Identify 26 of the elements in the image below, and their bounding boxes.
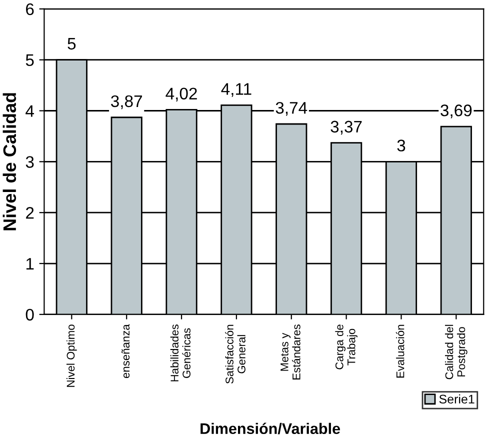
data-label: 3 <box>397 140 406 152</box>
y-axis-title: Nivel de Calidad <box>2 93 16 230</box>
x-tick-label: Nivel Optimo <box>66 324 77 387</box>
x-tick-label: enseñanza <box>121 324 130 378</box>
x-tick-label: Satisfacción General <box>225 324 246 384</box>
y-tick-label: 2 <box>26 206 34 219</box>
x-tick-label: Carga de Trabajo <box>335 324 358 370</box>
x-tick-label: Calidad del Postgrado <box>445 324 468 380</box>
y-tick-label: 4 <box>26 105 34 117</box>
y-tick-label: 6 <box>26 3 34 16</box>
y-tick-label: 5 <box>26 54 34 66</box>
y-tick-label: 3 <box>26 156 34 168</box>
data-label: 3,37 <box>330 120 362 135</box>
x-tick-label: Metas y Estándares <box>280 324 300 380</box>
data-label: 3,69 <box>440 104 472 118</box>
x-tick-label: Evaluación <box>396 324 404 378</box>
data-label: 5 <box>68 38 76 50</box>
data-label: 3,74 <box>276 102 308 116</box>
data-label: 4,11 <box>221 83 252 97</box>
data-label: 4,02 <box>166 88 197 102</box>
x-axis-title: Dimensión/Variable <box>200 422 340 434</box>
y-tick-label: 0 <box>26 308 34 321</box>
data-label: 3,87 <box>111 95 142 110</box>
y-tick-label: 1 <box>26 258 34 270</box>
x-tick-label: Habilidades Genéricas <box>170 324 190 382</box>
legend-label: Serie1 <box>439 394 474 404</box>
